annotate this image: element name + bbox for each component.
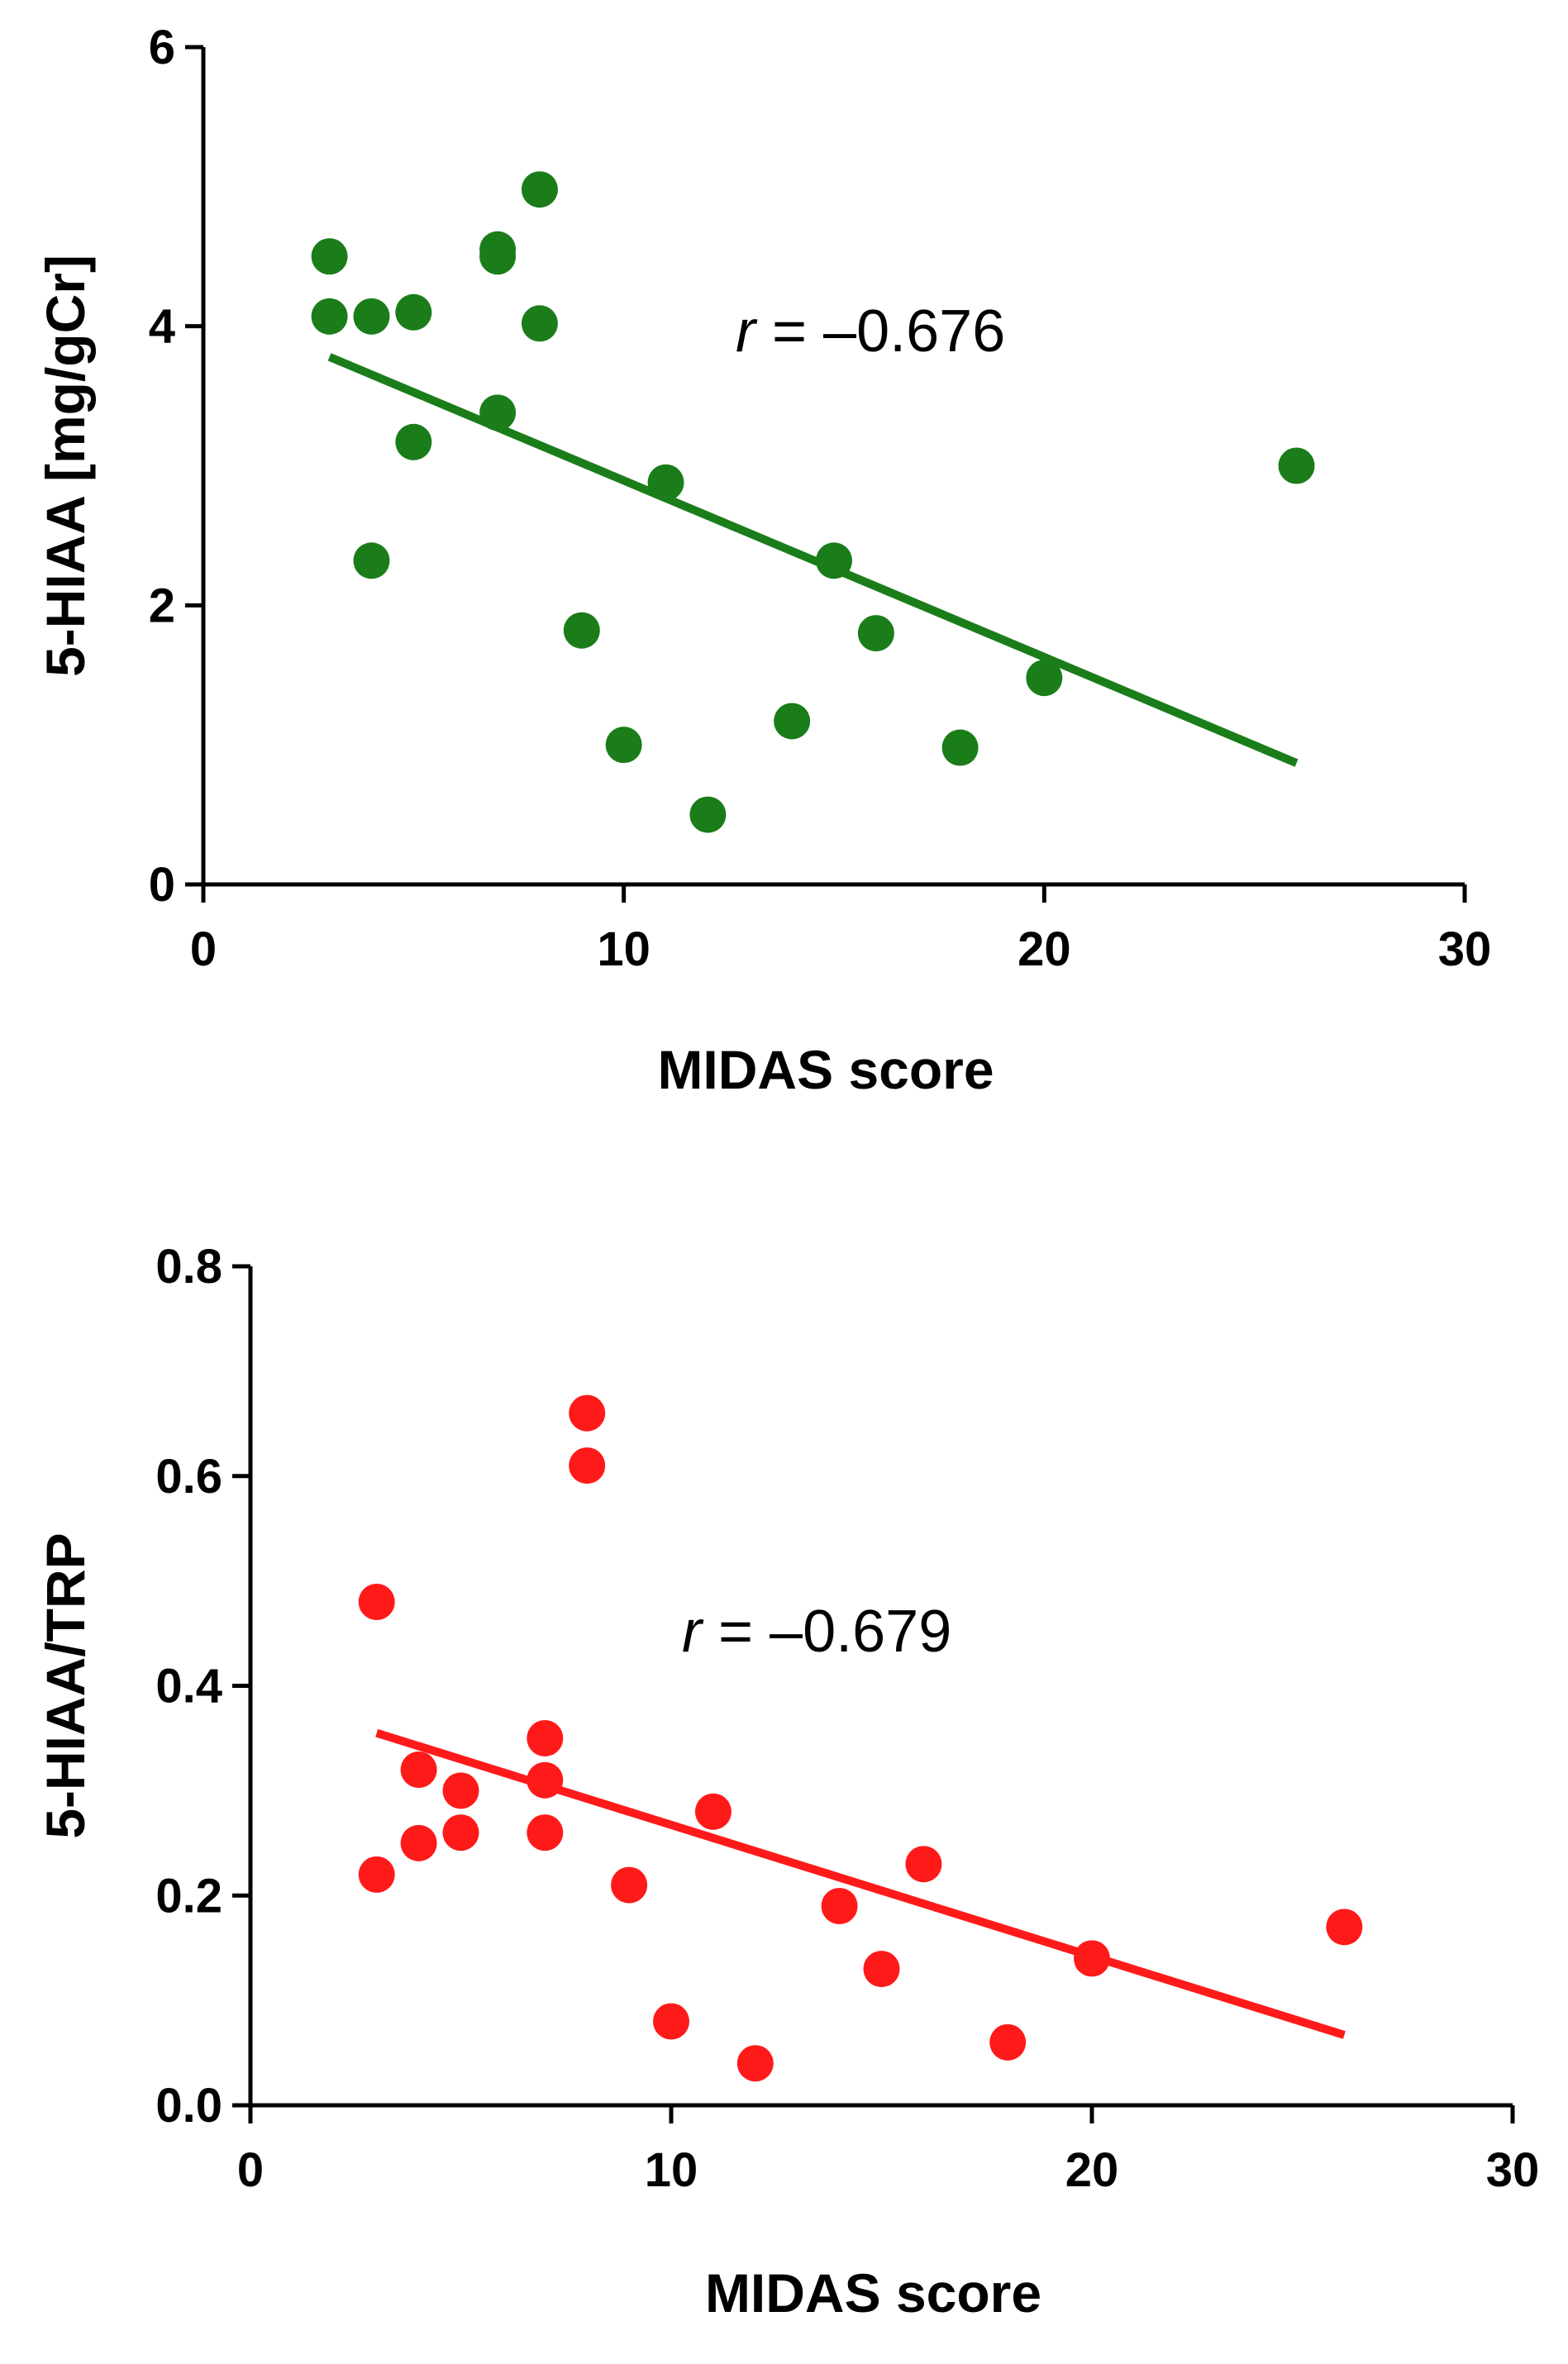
data-point xyxy=(311,298,348,335)
x-axis-title: MIDAS score xyxy=(657,1039,994,1100)
data-point xyxy=(857,615,894,652)
data-point xyxy=(479,238,517,275)
data-point xyxy=(521,305,558,342)
x-tick-label: 10 xyxy=(597,922,651,976)
data-point xyxy=(479,394,517,431)
data-point xyxy=(442,1814,479,1852)
data-point xyxy=(774,703,811,740)
data-point xyxy=(353,542,390,579)
data-point xyxy=(527,1719,564,1756)
y-tick-label: 2 xyxy=(149,579,175,632)
x-tick-label: 10 xyxy=(645,2143,698,2197)
correlation-value: = –0.679 xyxy=(702,1599,951,1665)
data-point xyxy=(694,1793,732,1830)
x-axis-title: MIDAS score xyxy=(705,2262,1041,2323)
correlation-value: = –0.676 xyxy=(755,298,1005,365)
y-axis-title: 5-HIAA/TRP xyxy=(35,1532,96,1838)
correlation-annotation: r = –0.676 xyxy=(736,298,1005,365)
x-tick-label: 20 xyxy=(1065,2143,1119,2197)
data-point xyxy=(605,727,642,764)
correlation-annotation: r = –0.679 xyxy=(682,1599,951,1665)
data-point xyxy=(821,1887,858,1924)
data-point xyxy=(569,1447,606,1485)
data-point xyxy=(611,1866,648,1904)
data-point xyxy=(653,2003,689,2040)
data-point xyxy=(1074,1940,1110,1977)
data-point xyxy=(569,1394,606,1432)
y-tick-label: 0.2 xyxy=(155,1869,222,1923)
y-tick-label: 0.8 xyxy=(155,1240,222,1294)
y-tick-label: 0.6 xyxy=(155,1450,222,1504)
data-point xyxy=(736,2045,774,2082)
data-point xyxy=(905,1846,942,1883)
y-axis-title: 5-HIAA [mg/gCr] xyxy=(35,255,96,677)
data-point xyxy=(941,729,979,766)
x-tick-label: 0 xyxy=(190,922,217,976)
data-point xyxy=(311,238,348,275)
data-point xyxy=(563,612,600,649)
correlation-symbol: r xyxy=(736,298,758,365)
data-point xyxy=(400,1824,437,1861)
data-point xyxy=(400,1752,437,1788)
data-point xyxy=(1326,1909,1363,1946)
x-tick-label: 30 xyxy=(1438,922,1492,976)
data-point xyxy=(521,171,558,208)
chart-5hiaa-trp: 0.0 0.2 0.4 0.6 0.8 0 10 20 30 MIDAS score 5-HIAA/… xyxy=(35,1240,1539,2323)
y-tick-label: 0.4 xyxy=(155,1660,222,1713)
data-point xyxy=(527,1761,564,1799)
y-tick-label: 0 xyxy=(149,858,175,912)
y-tick-label: 4 xyxy=(149,300,175,354)
data-point xyxy=(527,1814,564,1852)
data-point xyxy=(395,293,432,331)
correlation-symbol: r xyxy=(682,1599,704,1665)
data-point xyxy=(1278,447,1315,484)
data-point xyxy=(358,1584,395,1620)
y-tick-label: 0.0 xyxy=(155,2079,222,2133)
data-point xyxy=(689,796,727,833)
y-tick-label: 6 xyxy=(149,21,175,74)
data-point xyxy=(989,2023,1027,2061)
data-point xyxy=(1026,660,1063,697)
x-tick-label: 0 xyxy=(237,2143,264,2197)
x-tick-label: 20 xyxy=(1018,922,1071,976)
data-point xyxy=(358,1856,395,1893)
data-point xyxy=(395,423,432,460)
data-point xyxy=(863,1951,900,1988)
x-tick-label: 30 xyxy=(1486,2143,1540,2197)
data-point xyxy=(816,542,852,579)
regression-line xyxy=(375,1728,1346,2039)
chart-5hiaa: 0 2 4 6 0 10 20 30 MIDAS score 5-HIAA [mg/gCr] r =… xyxy=(35,21,1491,1100)
regression-line xyxy=(327,353,1299,767)
data-point xyxy=(353,298,390,335)
data-point xyxy=(442,1772,479,1809)
data-point xyxy=(647,464,684,501)
